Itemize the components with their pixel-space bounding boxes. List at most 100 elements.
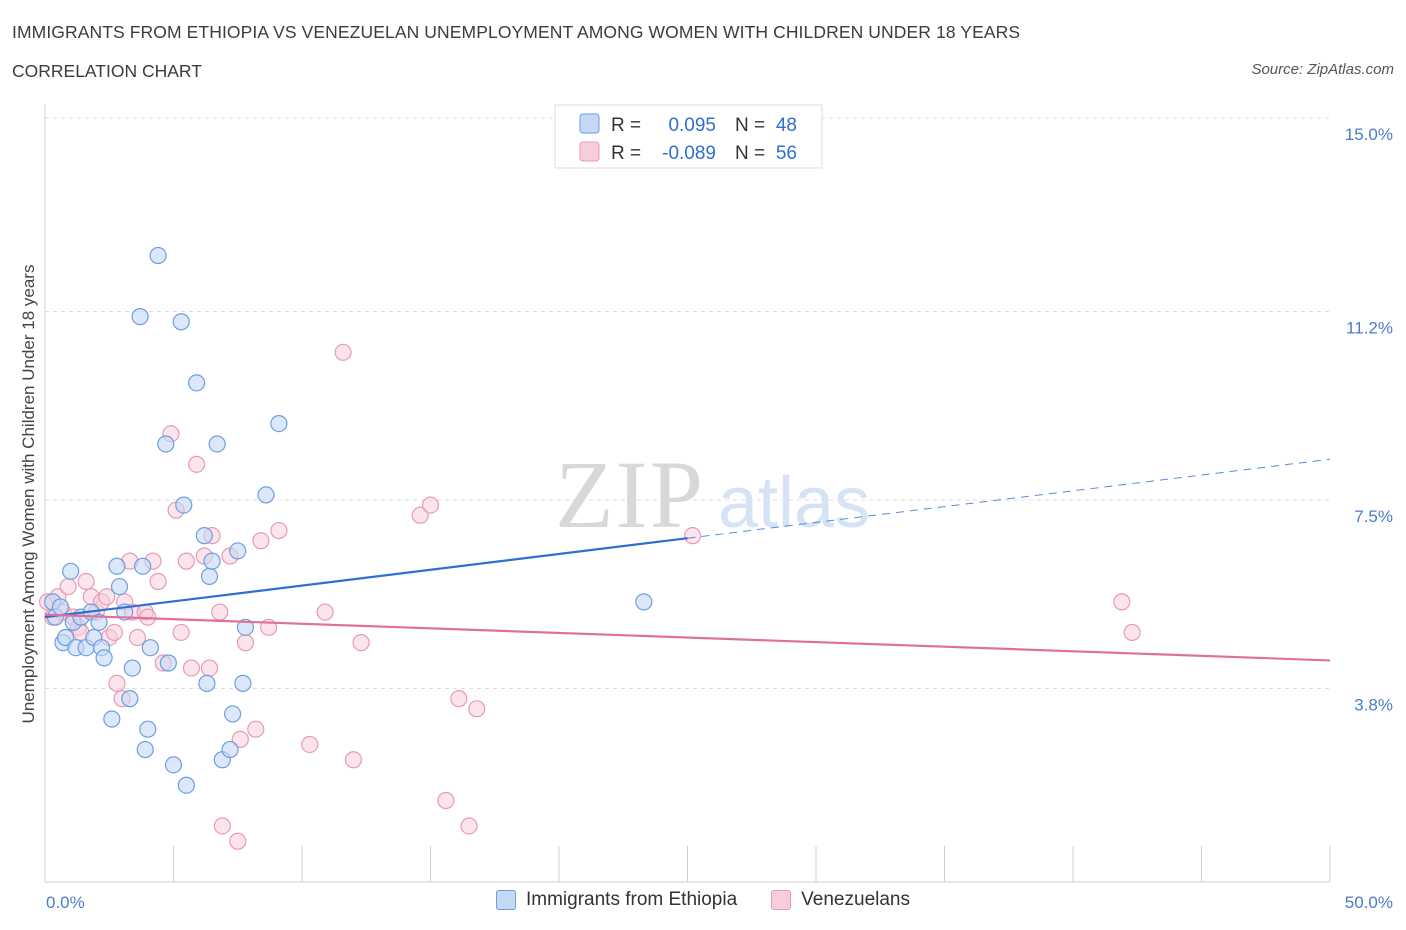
x-tick-label-1: 50.0% <box>1345 893 1393 912</box>
bottom-legend-label-ethiopia: Immigrants from Ethiopia <box>525 889 738 910</box>
legend-n-value-1: 48 <box>776 115 797 136</box>
ethiopia-point-29 <box>164 756 183 774</box>
ethiopia-point-23 <box>136 740 154 759</box>
legend-r-label-2: R = <box>611 143 641 164</box>
ethiopia-point-46 <box>270 415 288 433</box>
venezuelans-point-31 <box>188 455 206 473</box>
chart-subtitle: CORRELATION CHART <box>12 61 202 81</box>
ethiopia-point-16 <box>108 557 126 575</box>
ethiopia-point-31 <box>175 496 193 514</box>
grid-lines <box>45 117 1330 689</box>
ethiopia-point-24 <box>139 720 157 738</box>
venezuelans-trend-line <box>44 613 1331 662</box>
watermark: ZIP atlas <box>555 441 870 548</box>
ethiopia-point-14 <box>95 649 113 667</box>
venezuelans-point-56 <box>684 527 702 545</box>
venezuelans-point-8 <box>77 572 95 591</box>
ethiopia-point-22 <box>134 557 152 575</box>
venezuelans-point-14 <box>105 623 123 642</box>
ethiopia-point-2 <box>51 598 70 616</box>
y-tick-label-0: 3.8% <box>1354 695 1393 714</box>
ethiopia-point-4 <box>56 628 75 647</box>
ethiopia-point-28 <box>159 654 177 672</box>
ethiopia-trend-extension <box>687 458 1331 539</box>
ethiopia-point-19 <box>121 690 139 708</box>
y-axis-label: Unemployment Among Women with Children U… <box>19 265 38 724</box>
venezuelans-point-33 <box>200 659 219 677</box>
venezuelans-point-28 <box>172 623 190 642</box>
y-tick-label-3: 15.0% <box>1345 125 1393 144</box>
ethiopia-trend-line <box>44 537 688 619</box>
source-label: Source: ZipAtlas.com <box>1251 61 1394 78</box>
ethiopia-point-25 <box>141 639 159 657</box>
ethiopia-point-45 <box>257 486 275 504</box>
legend-r-label-1: R = <box>611 115 641 136</box>
legend-swatch-ethiopia <box>579 113 600 134</box>
top-legend: R = 0.095 N = 48 R = -0.089 N = 56 <box>554 104 823 169</box>
venezuelans-point-48 <box>344 751 362 769</box>
ethiopia-point-17 <box>110 577 129 596</box>
venezuelans-point-41 <box>247 720 265 738</box>
venezuelans-point-45 <box>301 735 319 754</box>
ethiopia-point-40 <box>221 740 239 759</box>
venezuelans-point-40 <box>236 634 255 652</box>
ethiopia-point-5 <box>62 562 80 580</box>
ethiopia-point-33 <box>188 374 206 392</box>
venezuelans-point-58 <box>1123 623 1141 642</box>
legend-r-value-2: -0.089 <box>662 143 716 164</box>
venezuelans-point-42 <box>252 532 270 550</box>
ethiopia-point-43 <box>234 674 252 692</box>
ethiopia-point-26 <box>149 246 167 265</box>
ethiopia-point-15 <box>103 710 121 728</box>
ethiopia-point-12 <box>90 613 108 631</box>
venezuelans-point-4 <box>59 577 77 596</box>
legend-swatch-venezuelans <box>579 141 600 162</box>
bottom-legend: Immigrants from Ethiopia Venezuelans <box>0 889 1406 911</box>
venezuelans-point-46 <box>316 603 334 621</box>
bottom-legend-swatch-venezuelans <box>771 890 792 910</box>
venezuelans-point-15 <box>108 674 126 692</box>
venezuelans-point-24 <box>149 572 167 591</box>
venezuelans-point-20 <box>128 628 147 647</box>
ethiopia-point-20 <box>123 659 141 677</box>
venezuelans-point-29 <box>177 552 195 570</box>
axes <box>44 104 1331 883</box>
y-tick-label-1: 7.5% <box>1354 507 1393 526</box>
ethiopia-point-38 <box>208 435 226 453</box>
ethiopia-point-47 <box>635 593 653 611</box>
venezuelans-point-52 <box>437 791 455 810</box>
ethiopia-point-37 <box>203 552 221 570</box>
venezuelans-point-35 <box>211 603 229 621</box>
bottom-legend-swatch-ethiopia <box>495 890 516 910</box>
ethiopia-point-41 <box>224 705 242 723</box>
ethiopia-point-42 <box>229 542 247 560</box>
x-tick-labels: 0.0% 50.0% <box>46 893 1393 912</box>
legend-n-label-1: N = <box>735 115 765 136</box>
venezuelans-point-49 <box>352 634 370 652</box>
venezuelans-point-30 <box>182 659 201 677</box>
legend-n-label-2: N = <box>735 143 765 164</box>
venezuelans-point-47 <box>334 343 352 361</box>
venezuelans-point-53 <box>450 690 468 708</box>
ethiopia-point-30 <box>172 313 190 331</box>
watermark-zip: ZIP <box>555 441 705 548</box>
venezuelans-point-55 <box>468 700 486 718</box>
ethiopia-point-21 <box>131 308 149 326</box>
ethiopia-point-27 <box>157 435 175 453</box>
legend-r-value-1: 0.095 <box>668 115 716 136</box>
watermark-atlas: atlas <box>718 463 870 543</box>
venezuelans-point-44 <box>270 521 288 540</box>
ethiopia-point-36 <box>200 567 219 586</box>
venezuelans-point-12 <box>98 588 116 606</box>
x-tick-label-0: 0.0% <box>46 893 85 912</box>
venezuelans-point-38 <box>229 832 247 850</box>
ethiopia-point-32 <box>177 776 195 794</box>
ethiopia-point-44 <box>236 618 255 636</box>
venezuelans-point-36 <box>213 817 231 835</box>
venezuelans-point-39 <box>231 730 249 748</box>
venezuelans-point-50 <box>411 506 429 524</box>
bottom-legend-ethiopia: Immigrants from Ethiopia <box>495 889 738 911</box>
trend-lines <box>44 458 1331 662</box>
bottom-legend-label-venezuelans: Venezuelans <box>801 889 910 910</box>
